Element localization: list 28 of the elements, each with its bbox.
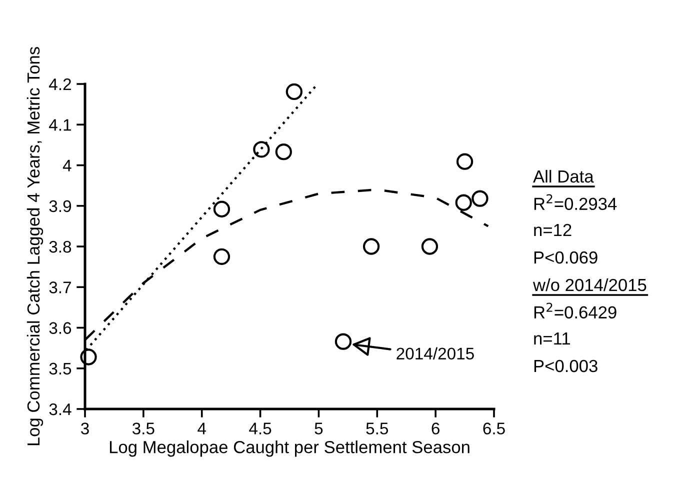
y-tick-label: 3.6 [49, 322, 72, 334]
y-tick-label: 3.9 [49, 200, 72, 212]
x-tick-label: 4 [198, 422, 206, 434]
y-tick-label: 3.5 [49, 362, 72, 375]
x-tick-label: 5.5 [366, 422, 388, 434]
y-tick-label: 3.4 [49, 403, 72, 416]
y-tick-label: 3.7 [49, 282, 71, 294]
text: n=11 [534, 332, 570, 344]
x-axis-title: Log Megalopae Caught per Settlement Season [110, 440, 470, 457]
x-tick-label: 6 [432, 422, 440, 434]
text: n=12 [534, 224, 572, 236]
text: All Data [533, 170, 594, 183]
annotation: 2014/2015 [396, 347, 474, 360]
x-tick-label: 5 [314, 422, 323, 434]
x-tick-label: 3 [81, 422, 89, 434]
x-tick-label: 6.5 [483, 422, 505, 434]
text: w/o 2014/2015 [532, 278, 646, 292]
y-axis-title: Log Commercial Catch Lagged 4 Years, Metric Tons [26, 47, 44, 446]
x-tick-label: 4.5 [249, 422, 272, 434]
x-tick-label: 3.5 [132, 422, 154, 434]
y-tick-label: 4.2 [49, 78, 71, 90]
y-tick-label: 3.8 [49, 240, 72, 253]
y-tick-label: 4 [62, 160, 72, 172]
text: R$^{2}$=0.6429 [534, 302, 616, 319]
text: P<0.003 [534, 360, 598, 372]
y-tick-label: 4.1 [49, 119, 71, 131]
text: R$^{2}$=0.2934 [534, 194, 617, 210]
text: P<0.069 [534, 251, 598, 264]
